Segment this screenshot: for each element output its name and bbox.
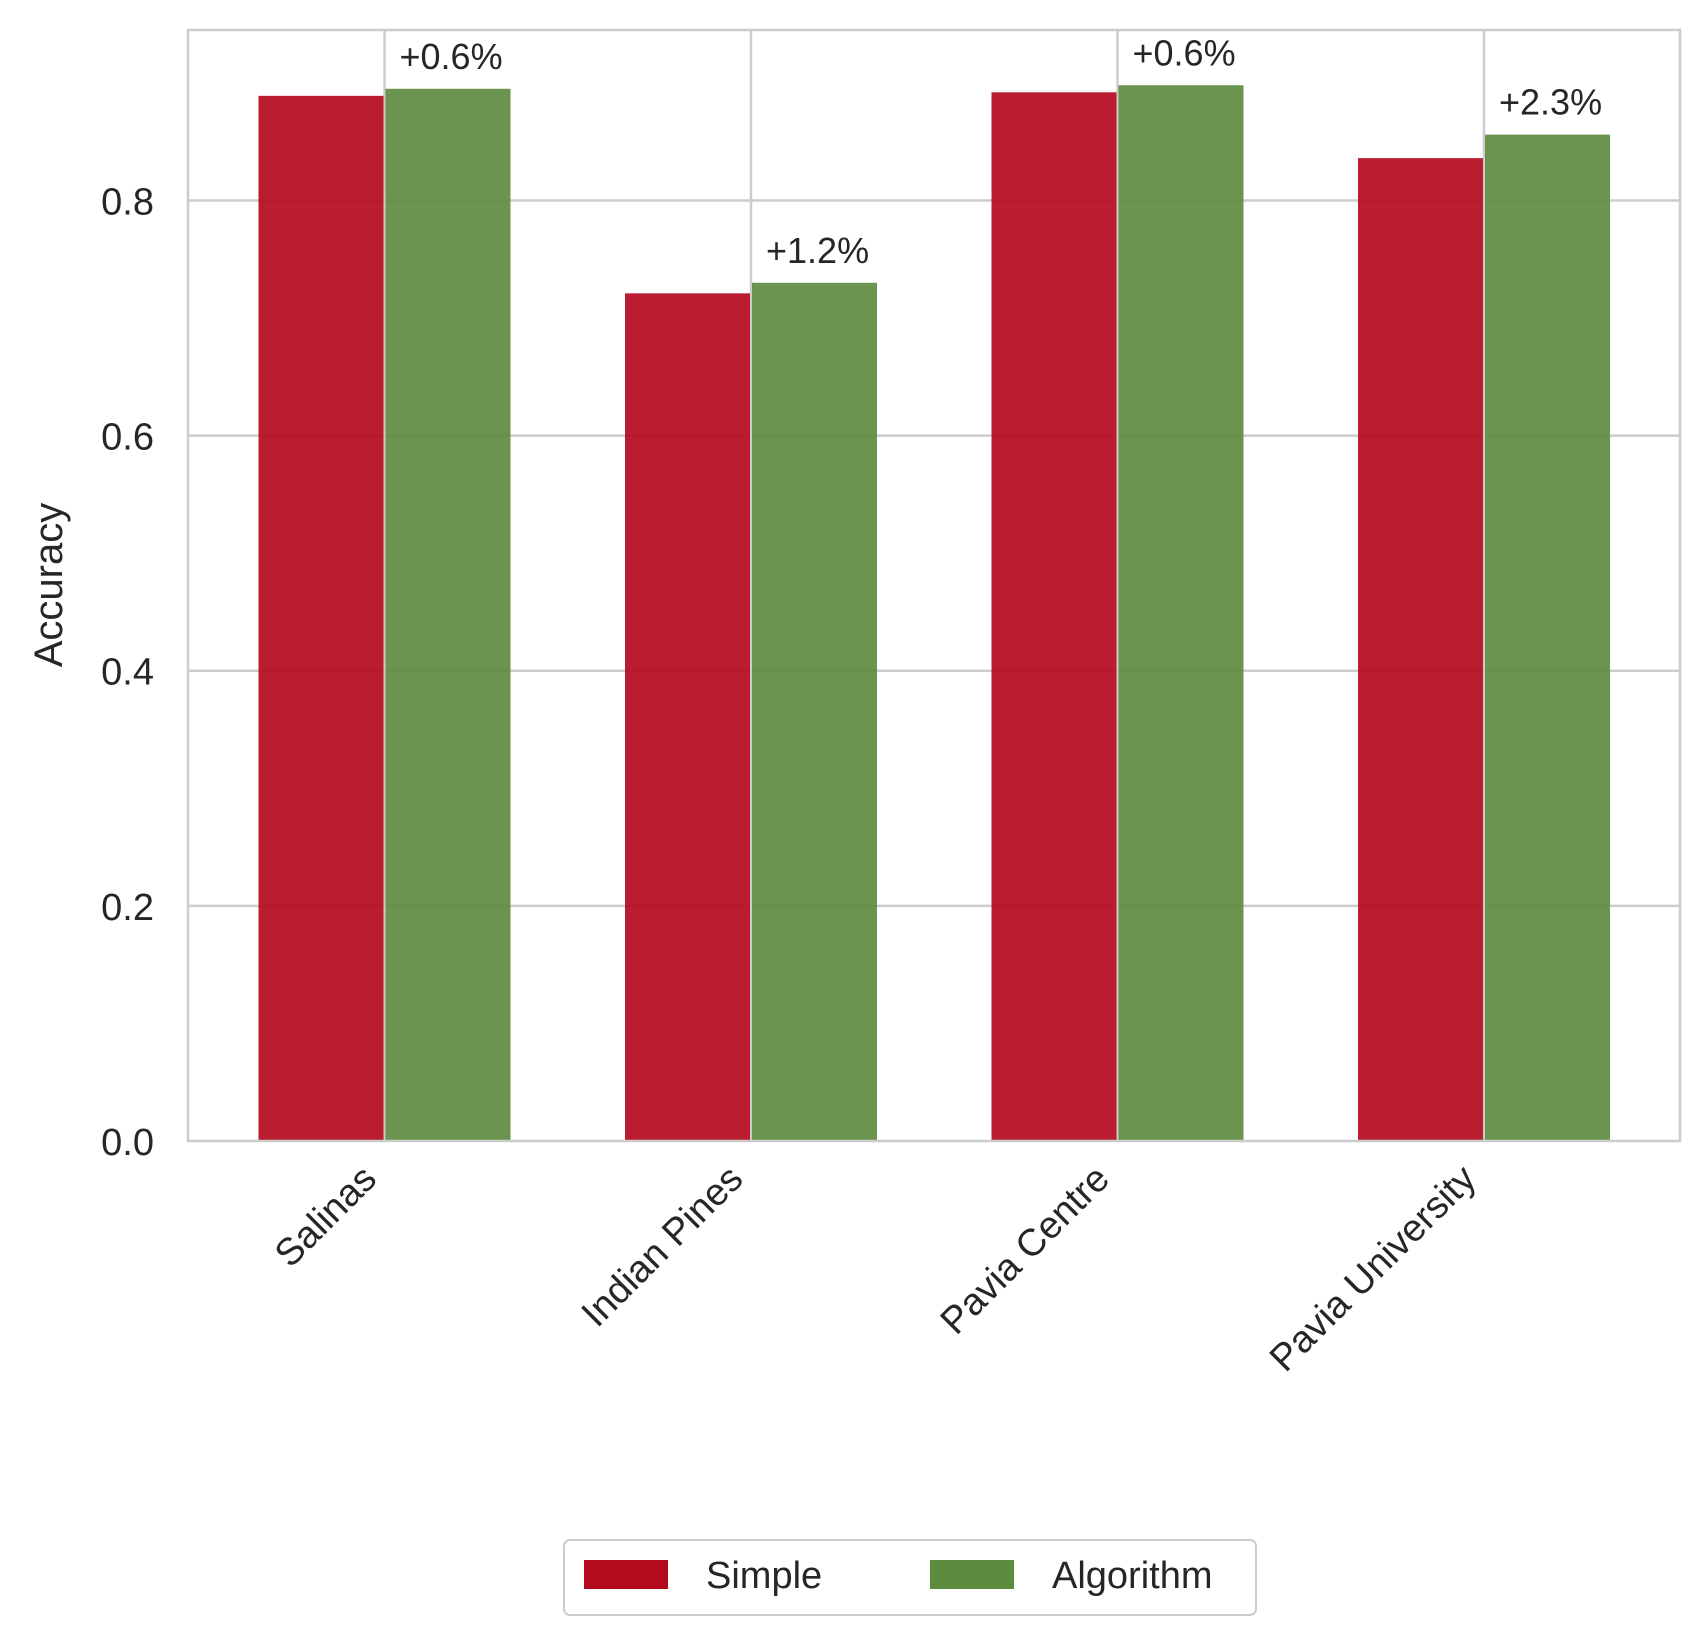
bar-simple-pavia-university bbox=[1358, 158, 1483, 1141]
y-axis-label: Accuracy bbox=[27, 503, 71, 668]
bars bbox=[258, 85, 1610, 1142]
y-tick-label: 0.4 bbox=[101, 652, 154, 694]
legend-label-simple: Simple bbox=[706, 1555, 822, 1597]
legend-swatch-simple bbox=[584, 1560, 668, 1589]
bar-algorithm-salinas bbox=[385, 88, 511, 1141]
bar-algorithm-indian-pines bbox=[752, 282, 877, 1141]
y-tick-label: 0.2 bbox=[101, 887, 154, 929]
bar-simple-pavia-centre bbox=[991, 92, 1117, 1141]
bar-simple-indian-pines bbox=[625, 293, 750, 1141]
y-tick-label: 0.8 bbox=[101, 181, 154, 223]
improvement-label: +1.2% bbox=[766, 230, 869, 271]
y-axis: 0.0 0.2 0.4 0.6 0.8 bbox=[101, 181, 154, 1164]
legend-swatch-algorithm bbox=[930, 1560, 1014, 1589]
improvement-label: +0.6% bbox=[400, 36, 503, 77]
y-tick-label: 0.0 bbox=[101, 1122, 154, 1164]
legend-box bbox=[563, 1539, 1257, 1616]
legend-label-algorithm: Algorithm bbox=[1052, 1555, 1213, 1597]
improvement-label: +0.6% bbox=[1133, 32, 1236, 73]
legend: Simple Algorithm bbox=[563, 1539, 1257, 1616]
bar-algorithm-pavia-university bbox=[1485, 134, 1610, 1142]
annotations: +0.6% +1.2% +0.6% +2.3% bbox=[400, 32, 1603, 271]
plot-frame bbox=[186, 28, 1682, 1143]
bar-algorithm-pavia-centre bbox=[1118, 85, 1244, 1141]
bar-simple-salinas bbox=[258, 95, 384, 1141]
improvement-label: +2.3% bbox=[1499, 82, 1602, 123]
y-tick-label: 0.6 bbox=[101, 417, 154, 459]
